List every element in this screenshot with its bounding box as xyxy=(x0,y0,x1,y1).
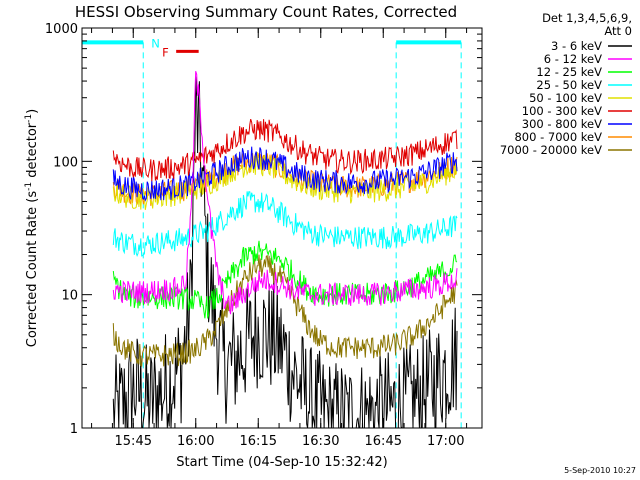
night-label: N xyxy=(151,36,160,50)
series-line xyxy=(112,146,458,202)
x-axis-label: Start Time (04-Sep-10 15:32:42) xyxy=(176,455,387,470)
plot-area: NF xyxy=(82,36,462,429)
x-tick-label: 16:30 xyxy=(302,434,339,449)
chart-title: HESSI Observing Summary Count Rates, Cor… xyxy=(75,3,457,21)
y-axis-label-exponent-1: -1 xyxy=(24,182,34,191)
plot-timestamp: 5-Sep-2010 10:27 xyxy=(564,466,636,475)
y-tick-label: 100 xyxy=(53,155,78,170)
legend-entry-label: 800 - 7000 keV xyxy=(514,130,602,144)
y-axis-label: Corrected Count Rate (s-1 detector-1) xyxy=(24,109,40,347)
y-axis-label-close: ) xyxy=(25,109,40,114)
legend-entry-label: 7000 - 20000 keV xyxy=(500,143,602,157)
legend-entry-label: 50 - 100 keV xyxy=(529,91,602,105)
series-line xyxy=(112,70,458,315)
x-tick-label: 16:45 xyxy=(365,434,402,449)
y-tick-label: 10 xyxy=(61,289,78,304)
legend-entry-label: 6 - 12 keV xyxy=(544,52,602,66)
legend-entry-label: 100 - 300 keV xyxy=(522,104,602,118)
legend-entry-label: 3 - 6 keV xyxy=(551,39,602,53)
x-axis: 15:45 16:00 16:15 16:30 16:45 17:00 xyxy=(91,28,468,449)
legend-header: Att 0 xyxy=(604,24,632,38)
x-tick-label: 15:45 xyxy=(115,434,152,449)
series-line xyxy=(112,254,458,367)
x-tick-label: 17:00 xyxy=(427,434,464,449)
series-line xyxy=(112,152,458,210)
y-tick-label: 1000 xyxy=(45,22,78,37)
y-axis-label-exponent-2: -1 xyxy=(24,114,34,123)
flare-label: F xyxy=(162,45,169,59)
series-line xyxy=(112,118,458,182)
series-line xyxy=(112,76,458,429)
legend-entry-label: 25 - 50 keV xyxy=(536,78,602,92)
legend-entry-label: 12 - 25 keV xyxy=(536,65,602,79)
y-axis-label-middle: detector xyxy=(25,122,40,182)
series-line xyxy=(112,191,458,257)
legend-entry-label: 300 - 800 keV xyxy=(522,117,602,131)
legend-header: Det 1,3,4,5,6,9, xyxy=(542,11,632,25)
plot-frame xyxy=(81,27,483,429)
y-axis-label-main: Corrected Count Rate (s xyxy=(25,191,40,348)
y-axis: 1 10 100 1000 xyxy=(45,22,482,437)
x-tick-label: 16:15 xyxy=(240,434,277,449)
y-tick-label: 1 xyxy=(70,422,78,437)
x-tick-label: 16:00 xyxy=(177,434,214,449)
